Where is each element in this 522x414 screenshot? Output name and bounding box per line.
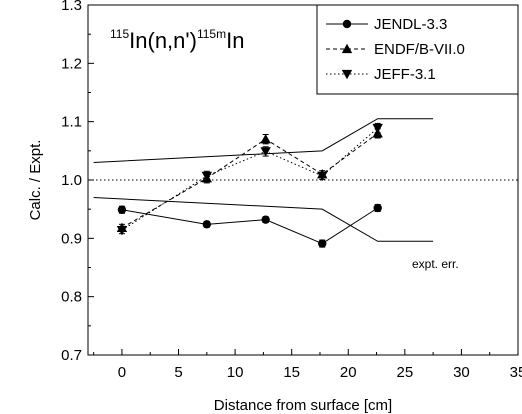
- y-tick-label: 1.0: [61, 172, 82, 189]
- x-tick-label: 20: [340, 364, 357, 381]
- title-post: In: [226, 28, 244, 53]
- marker-triangle-down: [372, 123, 383, 134]
- series-1: [117, 203, 382, 248]
- marker-triangle-down: [201, 171, 213, 182]
- legend-item-3: JEFF-3.1: [326, 66, 436, 83]
- title-base: In(n,n'): [129, 28, 197, 53]
- marker-circle: [202, 220, 212, 229]
- marker-triangle-up: [341, 43, 353, 54]
- marker-triangle-up: [260, 133, 271, 144]
- legend-item-2: ENDF/B-VII.0: [326, 41, 465, 58]
- x-tick-label: 0: [118, 364, 126, 381]
- error-band-upper: [93, 118, 434, 163]
- error-band-layer: [88, 118, 518, 242]
- series-line: [121, 132, 378, 229]
- x-tick-label: 5: [174, 364, 182, 381]
- series-3: [116, 122, 383, 236]
- legend-label: JEFF-3.1: [374, 66, 436, 83]
- marker-triangle-down: [317, 171, 328, 182]
- y-tick-label: 1.3: [61, 0, 82, 14]
- x-tick-label: 10: [227, 364, 244, 381]
- legend-item-1: JENDL-3.3: [326, 16, 447, 33]
- x-tick-label: 30: [453, 364, 470, 381]
- y-tick-label: 1.2: [61, 55, 82, 72]
- legend-label: ENDF/B-VII.0: [374, 41, 465, 58]
- marker-circle: [261, 215, 270, 224]
- series-layer: [116, 122, 383, 248]
- marker-circle: [342, 19, 352, 29]
- title-post-sup: 115m: [197, 27, 226, 41]
- legend: JENDL-3.3 ENDF/B-VII.0 JEFF-3.1: [316, 4, 519, 95]
- chart-title: 115In(n,n')115mIn: [110, 27, 244, 53]
- marker-triangle-down: [116, 226, 128, 236]
- legend-label: JENDL-3.3: [374, 16, 447, 33]
- y-tick-label: 0.7: [61, 347, 82, 364]
- marker-circle: [318, 239, 327, 248]
- y-axis-label: Calc. / Expt.: [27, 140, 44, 221]
- marker-triangle-down: [341, 69, 353, 80]
- error-band-label: expt. err.: [412, 257, 459, 271]
- x-tick-label: 15: [283, 364, 300, 381]
- y-tick-label: 0.8: [61, 289, 82, 306]
- x-tick-label: 35: [510, 364, 522, 381]
- legend-items: JENDL-3.3 ENDF/B-VII.0 JEFF-3.1: [326, 16, 465, 83]
- marker-circle: [117, 205, 127, 214]
- x-tick-label: 25: [396, 364, 413, 381]
- marker-triangle-down: [260, 147, 271, 157]
- series-line: [121, 207, 378, 245]
- series-line: [121, 127, 379, 231]
- marker-circle: [373, 203, 382, 213]
- x-axis-label: Distance from surface [cm]: [214, 397, 392, 414]
- title-pre-sup: 115: [110, 27, 129, 41]
- ticks-layer: 0 5 10 15 20 25 30 35 0.7 0.8 0.9 1.0 1.1 1.2 1.3: [61, 0, 522, 381]
- y-tick-label: 1.1: [61, 114, 82, 131]
- y-tick-label: 0.9: [61, 230, 82, 247]
